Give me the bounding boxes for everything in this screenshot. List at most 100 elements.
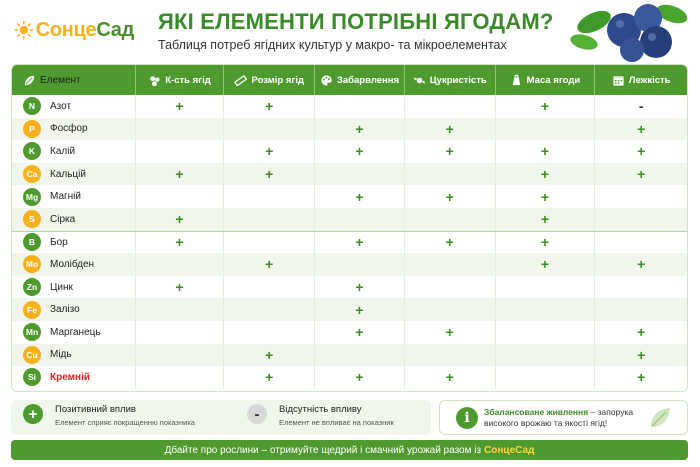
element-name: Кремній <box>50 371 91 383</box>
element-name: Мідь <box>50 349 72 361</box>
positive-mark: + <box>315 185 405 208</box>
positive-mark: + <box>315 140 405 163</box>
positive-mark: + <box>136 275 225 299</box>
element-name: Молібден <box>50 258 95 270</box>
element-symbol-badge: S <box>23 210 41 229</box>
empty-cell <box>496 275 596 299</box>
ruler-icon <box>234 74 248 87</box>
positive-mark: + <box>496 162 596 186</box>
empty-cell <box>136 298 225 321</box>
legend-none: - Відсутність впливу Елемент не впливає … <box>247 404 394 427</box>
palette-icon <box>320 74 333 87</box>
page-subtitle: Таблиця потреб ягідних культур у макро- … <box>158 38 507 52</box>
blueberries-illustration <box>570 4 688 62</box>
positive-mark: + <box>637 256 646 273</box>
column-label: Забарвлення <box>336 74 400 86</box>
column-header-1: К-сть ягід <box>136 65 225 95</box>
element-symbol-badge: P <box>23 119 41 138</box>
positive-mark: + <box>637 369 646 386</box>
empty-cell <box>136 366 225 389</box>
empty-cell <box>224 185 316 208</box>
positive-mark: + <box>136 95 225 118</box>
positive-mark: + <box>224 95 316 118</box>
empty-cell <box>496 366 596 389</box>
empty-cell <box>595 276 687 299</box>
leaf-icon <box>651 408 670 427</box>
column-label: Елемент <box>40 74 81 86</box>
positive-mark: + <box>315 366 405 389</box>
column-label: К-сть ягід <box>165 74 211 86</box>
element-symbol-badge: B <box>23 233 41 252</box>
element-cell: Cu Мідь <box>12 343 136 367</box>
empty-cell <box>136 140 225 163</box>
table-row: Fe Залізо + <box>12 298 687 321</box>
element-cell: Mn Марганець <box>12 320 136 344</box>
column-header-4: Цукристість <box>405 65 496 95</box>
info-box: i Збалансоване живлення – запорука висок… <box>439 400 688 435</box>
positive-mark: + <box>496 231 596 254</box>
element-cell: Mg Магній <box>12 185 136 208</box>
positive-mark: + <box>496 140 596 163</box>
positive-mark: + <box>136 162 225 186</box>
table-row: K Калій + + + + + <box>12 140 687 163</box>
element-name: Залізо <box>50 304 80 316</box>
element-symbol-badge: Si <box>23 368 41 387</box>
empty-cell <box>595 208 687 231</box>
positive-mark: + <box>136 207 225 231</box>
empty-cell <box>224 298 316 321</box>
empty-cell <box>224 231 316 254</box>
element-cell: Ca Кальцій <box>12 162 136 186</box>
element-name: Азот <box>50 100 72 112</box>
no-effect-mark: - <box>638 98 644 115</box>
positive-mark: + <box>315 117 405 141</box>
logo-text: СонцеСад <box>35 18 135 41</box>
empty-cell <box>595 185 687 208</box>
empty-cell <box>405 95 496 118</box>
empty-cell <box>315 162 405 186</box>
positive-mark: + <box>637 346 646 363</box>
element-symbol-badge: Zn <box>23 278 41 297</box>
footer-brand[interactable]: СонцеСад <box>484 444 535 456</box>
positive-mark: + <box>136 231 225 254</box>
empty-cell <box>405 253 496 276</box>
table-row: Si Кремній + + + + <box>12 366 687 389</box>
info-icon: i <box>456 407 478 429</box>
positive-mark: + <box>496 207 596 231</box>
element-name: Цинк <box>50 281 73 293</box>
plus-icon: + <box>23 404 43 424</box>
element-symbol-badge: Mo <box>23 255 41 274</box>
table-header: Елемент К-сть ягід Розмір ягід Забарвлення Ц… <box>12 65 687 95</box>
positive-mark: + <box>224 253 316 276</box>
element-symbol-badge: Cu <box>23 345 41 364</box>
empty-cell <box>136 185 225 208</box>
berries-icon <box>148 74 161 87</box>
empty-cell <box>405 275 496 299</box>
nutrient-table: Елемент К-сть ягід Розмір ягід Забарвлення Ц… <box>11 64 688 392</box>
leaf-icon <box>23 74 36 87</box>
element-name: Бор <box>50 236 68 248</box>
empty-cell <box>224 320 316 344</box>
element-cell: Fe Залізо <box>12 298 136 321</box>
scale-icon <box>510 74 523 87</box>
empty-cell <box>405 162 496 186</box>
legend-positive: + Позитивний вплив Елемент сприяє покращ… <box>23 404 195 427</box>
element-symbol-badge: Fe <box>23 300 41 319</box>
positive-mark: + <box>496 185 596 208</box>
empty-cell <box>136 117 225 141</box>
table-row: S Сірка + + <box>12 207 687 231</box>
element-name: Сірка <box>50 213 76 225</box>
element-cell: S Сірка <box>12 207 136 231</box>
positive-mark: + <box>405 366 496 389</box>
logo[interactable]: СонцеСад <box>14 8 134 52</box>
legend-positive-desc: Елемент сприяє покращенню показника <box>55 418 195 427</box>
empty-cell <box>315 253 405 276</box>
element-cell: K Калій <box>12 140 136 163</box>
empty-cell <box>405 298 496 321</box>
empty-cell <box>496 320 596 344</box>
table-body: N Азот + + + - P Фосфор + + + K Калій + + + + + Ca Кальцій +… <box>12 95 687 389</box>
page-header: СонцеСад ЯКІ ЕЛЕМЕНТИ ПОТРІБНІ ЯГОДАМ? Т… <box>0 0 700 62</box>
empty-cell <box>496 343 596 367</box>
element-symbol-badge: K <box>23 142 41 161</box>
empty-cell <box>595 232 687 254</box>
legend-box: + Позитивний вплив Елемент сприяє покращ… <box>11 400 431 435</box>
